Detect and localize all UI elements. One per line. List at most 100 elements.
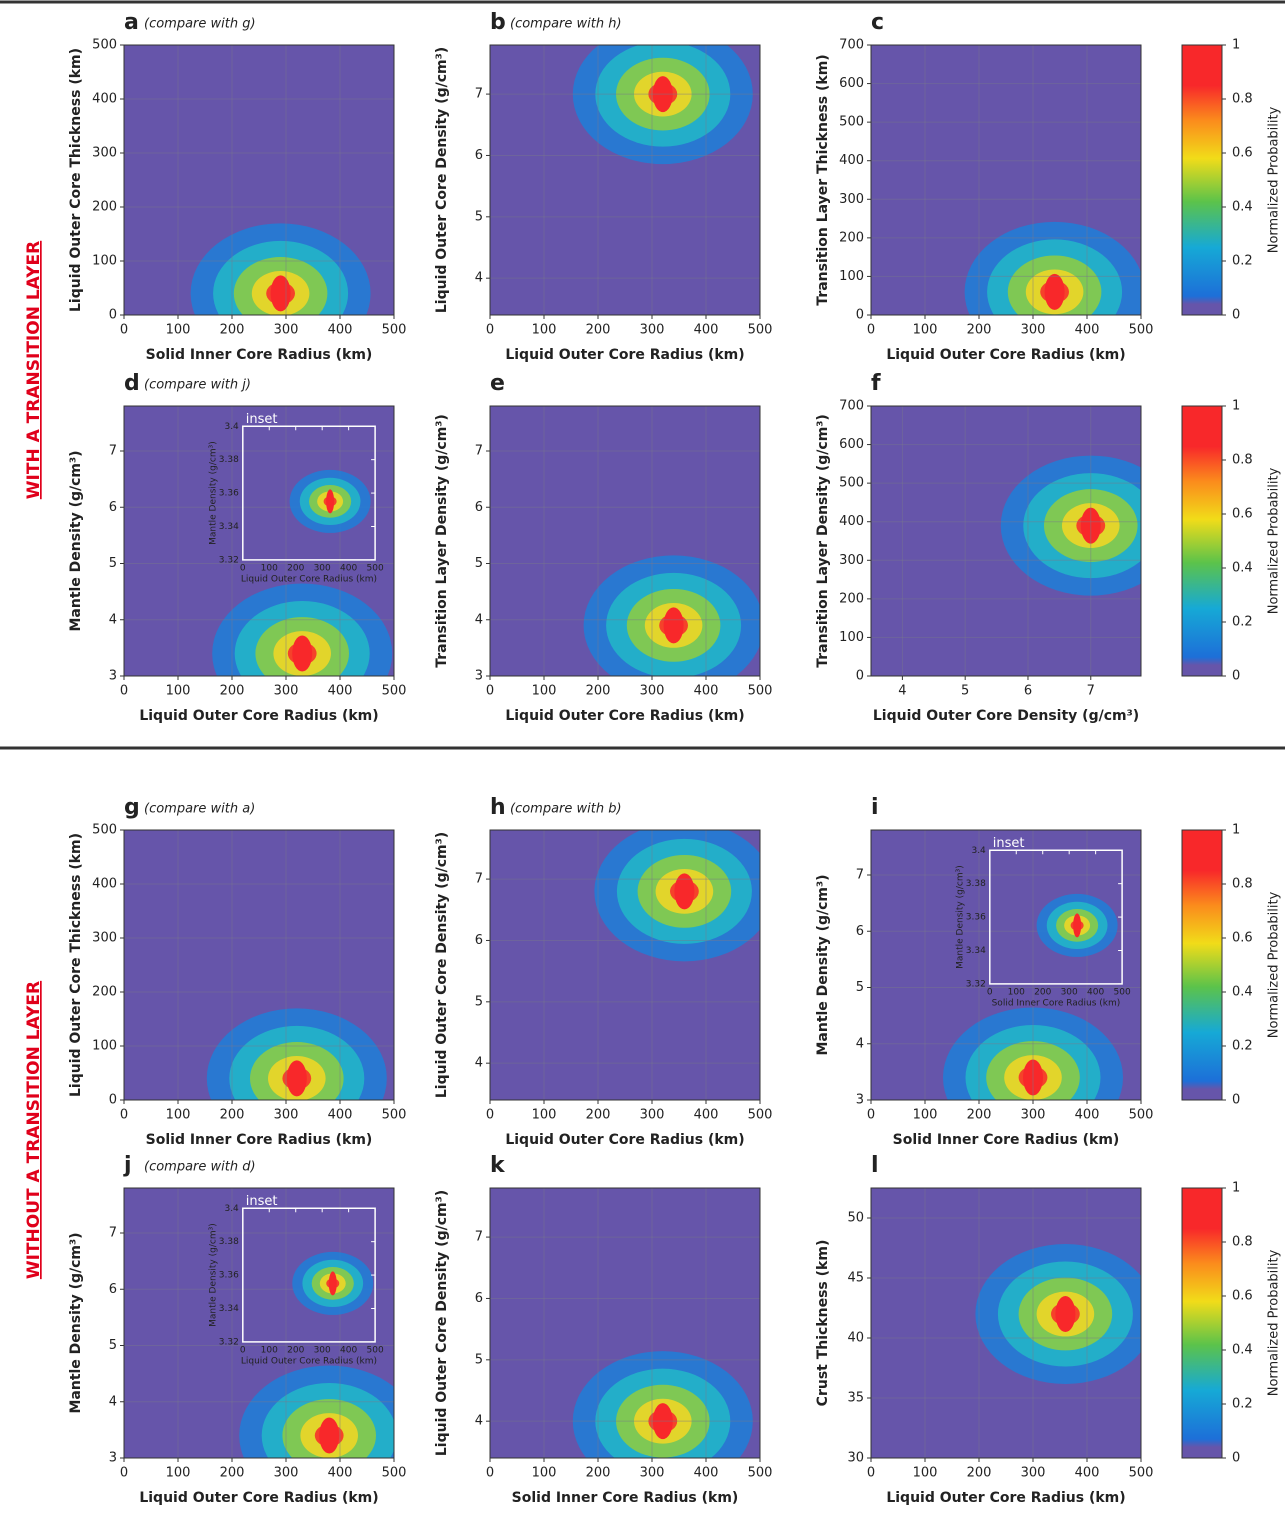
x-tick-label: 300 <box>274 323 299 338</box>
inset-x-tick-label: 400 <box>1087 987 1104 997</box>
y-tick-label: 5 <box>475 556 483 571</box>
inset-title: inset <box>993 836 1025 851</box>
colorbar-tick-label: 0.2 <box>1232 615 1253 630</box>
colorbar-tick-label: 0.2 <box>1232 1039 1253 1054</box>
x-tick-label: 200 <box>586 323 611 338</box>
y-tick-label: 6 <box>475 148 483 163</box>
colorbar-tick-label: 1 <box>1232 399 1240 414</box>
x-tick-label: 400 <box>694 323 719 338</box>
y-tick-label: 50 <box>847 1211 864 1226</box>
y-tick-label: 6 <box>109 1282 117 1297</box>
x-tick-label: 500 <box>382 323 407 338</box>
x-tick-label: 6 <box>1024 684 1032 699</box>
x-tick-label: 0 <box>120 1466 128 1481</box>
inset-x-tick-label: 100 <box>261 1345 278 1355</box>
y-tick-label: 35 <box>847 1391 864 1406</box>
x-tick-label: 500 <box>382 1108 407 1123</box>
x-tick-label: 500 <box>1129 1108 1154 1123</box>
colorbar-tick-label: 0.6 <box>1232 507 1253 522</box>
x-tick-label: 400 <box>694 684 719 699</box>
y-tick-label: 30 <box>847 1451 864 1466</box>
colorbar-tick-label: 0.8 <box>1232 92 1253 107</box>
y-tick-label: 40 <box>847 1331 864 1346</box>
panel-note: (compare with g) <box>144 17 256 32</box>
colorbar-tick-label: 1 <box>1232 38 1240 53</box>
x-tick-label: 100 <box>913 1108 938 1123</box>
inset-x-tick-label: 500 <box>1114 987 1131 997</box>
peak <box>663 607 684 644</box>
colorbar <box>1181 1187 1223 1459</box>
y-axis-label: Liquid Outer Core Density (g/cm³) <box>434 47 450 313</box>
x-tick-label: 0 <box>867 323 875 338</box>
plot-frame <box>489 829 761 1101</box>
y-tick-label: 45 <box>847 1271 864 1286</box>
x-tick-label: 200 <box>586 1108 611 1123</box>
y-tick-label: 6 <box>475 1291 483 1306</box>
plot-frame <box>123 829 395 1101</box>
x-axis-label: Solid Inner Core Radius (km) <box>146 347 373 363</box>
x-axis-label: Solid Inner Core Radius (km) <box>146 1132 373 1148</box>
x-tick-label: 300 <box>640 323 665 338</box>
x-axis-label: Liquid Outer Core Radius (km) <box>505 708 744 724</box>
inset-y-tick-label: 3.4 <box>224 422 239 432</box>
peak <box>319 1417 340 1454</box>
x-axis-label: Liquid Outer Core Radius (km) <box>886 1490 1125 1506</box>
y-tick-label: 7 <box>475 872 483 887</box>
x-tick-label: 500 <box>382 1466 407 1481</box>
y-tick-label: 0 <box>109 308 117 323</box>
panel-note: (compare with d) <box>144 1160 256 1175</box>
x-tick-label: 200 <box>220 684 245 699</box>
x-tick-label: 200 <box>967 1108 992 1123</box>
y-tick-label: 7 <box>475 87 483 102</box>
inset-y-label: Mantle Density (g/cm³) <box>208 1223 218 1327</box>
x-tick-label: 400 <box>1075 323 1100 338</box>
inset-x-tick-label: 200 <box>287 1345 304 1355</box>
inset-title: inset <box>246 412 278 427</box>
x-tick-label: 0 <box>486 1466 494 1481</box>
x-tick-label: 100 <box>166 684 191 699</box>
y-axis-label: Liquid Outer Core Thickness (km) <box>68 833 84 1097</box>
panel-note: (compare with b) <box>510 802 622 817</box>
inset-y-tick-label: 3.32 <box>219 555 239 565</box>
x-tick-label: 100 <box>913 1466 938 1481</box>
x-tick-label: 7 <box>1087 684 1095 699</box>
x-tick-label: 400 <box>328 684 353 699</box>
y-tick-label: 4 <box>109 612 117 627</box>
inset-y-tick-label: 3.34 <box>219 522 239 532</box>
inset-y-tick-label: 3.38 <box>966 879 986 889</box>
y-tick-label: 3 <box>856 1093 864 1108</box>
y-tick-label: 3 <box>109 1451 117 1466</box>
y-tick-label: 700 <box>839 399 864 414</box>
colorbar <box>1181 405 1223 677</box>
panel-letter: c <box>871 10 884 35</box>
inset-x-tick-label: 300 <box>1061 987 1078 997</box>
y-axis-label: Transition Layer Density (g/cm³) <box>815 414 831 668</box>
peak <box>652 1403 673 1440</box>
inset-x-tick-label: 0 <box>240 1345 246 1355</box>
y-axis-label: Liquid Outer Core Thickness (km) <box>68 48 84 312</box>
x-tick-label: 400 <box>694 1108 719 1123</box>
y-axis-label: Transition Layer Density (g/cm³) <box>434 414 450 668</box>
inset-x-tick-label: 400 <box>340 1345 357 1355</box>
colorbar-tick-label: 0.6 <box>1232 931 1253 946</box>
x-tick-label: 100 <box>532 1108 557 1123</box>
panel-note: (compare with a) <box>144 802 255 817</box>
plot-frame <box>123 405 395 677</box>
section-label: WITHOUT A TRANSITION LAYER <box>24 981 44 1279</box>
y-axis-label: Crust Thickness (km) <box>815 1240 831 1407</box>
x-tick-label: 100 <box>913 323 938 338</box>
inset-y-label: Mantle Density (g/cm³) <box>955 865 965 969</box>
y-tick-label: 500 <box>839 476 864 491</box>
peak <box>1080 507 1101 544</box>
panel-letter: g <box>124 795 140 820</box>
colorbar-tick-label: 0 <box>1232 1451 1240 1466</box>
x-tick-label: 200 <box>586 1466 611 1481</box>
plot-frame <box>870 1187 1142 1459</box>
y-tick-label: 4 <box>475 1056 483 1071</box>
y-tick-label: 5 <box>856 980 864 995</box>
y-tick-label: 700 <box>839 38 864 53</box>
y-tick-label: 7 <box>109 444 117 459</box>
y-tick-label: 400 <box>92 92 117 107</box>
x-tick-label: 200 <box>586 684 611 699</box>
inset-y-tick-label: 3.36 <box>966 913 986 923</box>
